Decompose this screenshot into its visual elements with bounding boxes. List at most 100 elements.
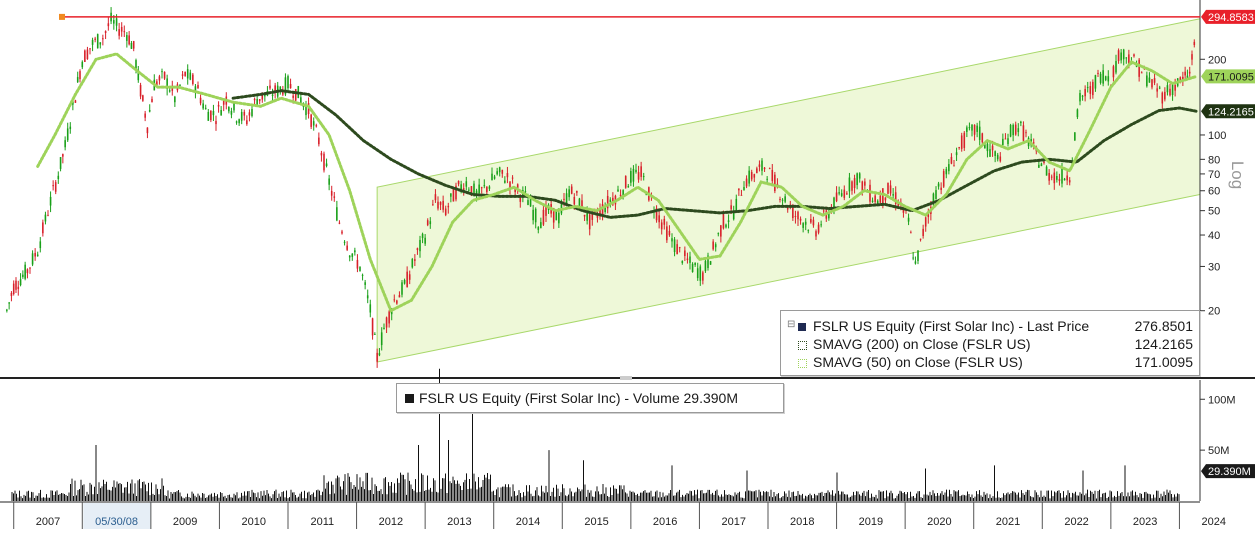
price-candle-body bbox=[378, 353, 381, 356]
y-tick-label-100: 100 bbox=[1208, 130, 1226, 142]
price-candle-body bbox=[333, 196, 336, 198]
y-tick-label-20: 20 bbox=[1208, 306, 1220, 318]
price-candle-body bbox=[452, 187, 455, 202]
price-candle-body bbox=[932, 193, 935, 204]
price-candle-body bbox=[235, 121, 238, 123]
price-candle-body bbox=[279, 86, 282, 92]
price-candle-body bbox=[630, 171, 632, 183]
x-tick-label-2013: 2013 bbox=[447, 516, 471, 528]
price-candle-body bbox=[552, 208, 555, 223]
price-candle-body bbox=[354, 250, 356, 253]
price-candle-body bbox=[996, 154, 999, 160]
price-candle-body bbox=[766, 178, 768, 180]
price-candle-body bbox=[1193, 41, 1196, 46]
price-candle-body bbox=[606, 195, 609, 209]
price-candle-body bbox=[424, 237, 426, 244]
price-candle-body bbox=[707, 255, 709, 269]
y-tick-label-200: 200 bbox=[1208, 54, 1226, 66]
price-candle-body bbox=[437, 201, 439, 209]
price-candle-body bbox=[817, 224, 820, 233]
price-candle-body bbox=[999, 156, 1002, 162]
price-candle-body bbox=[323, 153, 325, 171]
price-candle-body bbox=[509, 181, 511, 189]
price-candle-body bbox=[1115, 61, 1117, 73]
price-candle-body bbox=[771, 169, 774, 182]
price-candle-body bbox=[848, 177, 851, 192]
price-candle-body bbox=[581, 200, 583, 211]
price-candle-body bbox=[671, 238, 673, 242]
price-candle-body bbox=[79, 71, 81, 80]
collapse-icon[interactable]: ⊟ bbox=[787, 319, 796, 330]
price-candle-body bbox=[1061, 168, 1063, 184]
price-candle-body bbox=[238, 119, 240, 124]
price-candle-body bbox=[142, 95, 144, 101]
price-candle-body bbox=[684, 250, 686, 257]
price-candle-body bbox=[694, 262, 696, 265]
price-candle-body bbox=[732, 210, 735, 220]
price-candle-body bbox=[892, 194, 894, 196]
price-candle-body bbox=[978, 126, 981, 140]
legend-sma50-label: SMAVG (50) on Close (FSLR US) bbox=[813, 354, 1023, 370]
price-candle-body bbox=[148, 109, 151, 112]
price-candle-body bbox=[622, 190, 624, 197]
price-candle-body bbox=[1140, 72, 1143, 74]
price-candle-body bbox=[1081, 95, 1084, 97]
price-candle-body bbox=[960, 135, 963, 149]
price-candle-body bbox=[516, 184, 519, 189]
price-candle-body bbox=[735, 198, 738, 212]
value-tag-text-2: 124.2165 bbox=[1208, 106, 1254, 118]
price-candle-body bbox=[419, 239, 421, 252]
price-candle-body bbox=[107, 23, 110, 27]
price-candle-body bbox=[488, 186, 491, 189]
price-candle-body bbox=[991, 145, 994, 151]
price-candle-body bbox=[498, 167, 501, 173]
price-candle-body bbox=[609, 199, 612, 202]
price-candle-body bbox=[689, 256, 691, 263]
log-scale-label: Log bbox=[1228, 161, 1247, 189]
price-candle-body bbox=[348, 255, 351, 258]
price-candle-body bbox=[163, 71, 166, 79]
price-candle-body bbox=[637, 172, 640, 180]
price-candle-body bbox=[1179, 77, 1182, 82]
price-candle-body bbox=[506, 173, 509, 178]
price-candle-body bbox=[210, 110, 212, 121]
price-candle-body bbox=[815, 231, 817, 237]
price-candle-body bbox=[514, 188, 516, 193]
price-candle-body bbox=[96, 34, 99, 49]
price-candle-body bbox=[699, 266, 702, 281]
price-candle-body bbox=[411, 259, 414, 268]
price-candle-body bbox=[76, 77, 79, 83]
price-candle-body bbox=[545, 205, 547, 216]
price-candle-body bbox=[948, 164, 950, 172]
price-candle-body bbox=[642, 175, 645, 178]
price-candle-body bbox=[828, 212, 830, 219]
price-candle-body bbox=[393, 299, 396, 301]
price-candle-body bbox=[1058, 179, 1061, 181]
price-candle-body bbox=[442, 200, 444, 210]
price-candle-body bbox=[230, 110, 233, 115]
price-candle-body bbox=[447, 205, 450, 208]
price-candle-body bbox=[1125, 57, 1128, 59]
price-candle-body bbox=[115, 18, 118, 26]
price-candle-body bbox=[146, 127, 149, 134]
price-candle-body bbox=[627, 186, 630, 188]
price-candle-body bbox=[1056, 176, 1058, 180]
price-candle-body bbox=[364, 282, 366, 285]
value-tag-0 bbox=[1201, 9, 1255, 24]
x-tick-label-2010: 2010 bbox=[241, 516, 265, 528]
price-candle-body bbox=[588, 214, 591, 230]
price-candle-body bbox=[439, 201, 442, 205]
panel-resize-handle[interactable] bbox=[620, 376, 632, 380]
price-candle-body bbox=[702, 272, 704, 281]
price-candle-body bbox=[305, 105, 307, 116]
price-candle-body bbox=[709, 261, 712, 265]
price-candle-body bbox=[294, 89, 297, 101]
price-candle-body bbox=[673, 239, 676, 253]
price-candle-body bbox=[228, 106, 230, 112]
x-tick-label-2012: 2012 bbox=[379, 516, 403, 528]
price-candle-body bbox=[910, 232, 912, 234]
price-candle-body bbox=[289, 84, 292, 89]
price-candle-body bbox=[186, 69, 189, 79]
price-candle-body bbox=[416, 248, 419, 250]
price-candle-body bbox=[568, 189, 570, 198]
